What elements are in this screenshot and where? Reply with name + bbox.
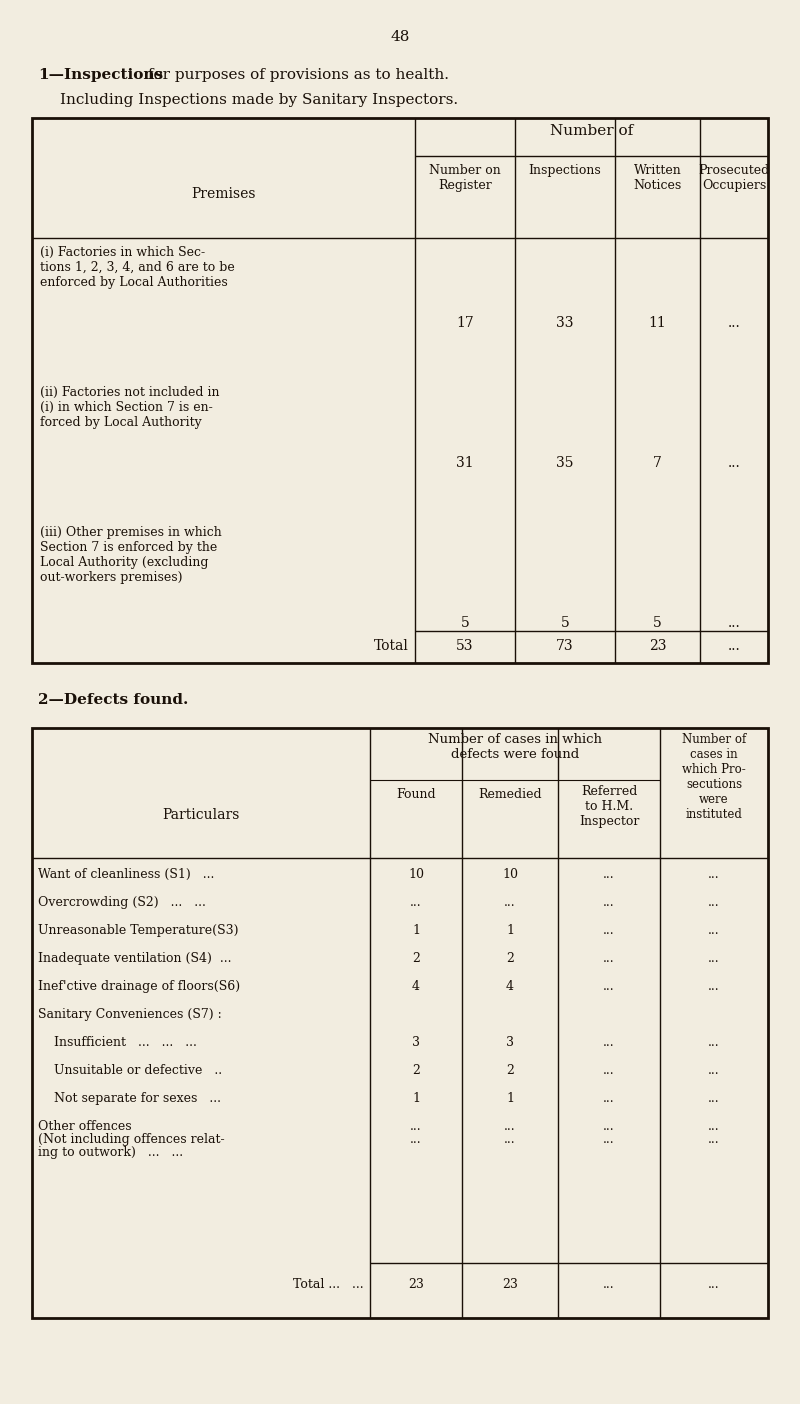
- Text: 17: 17: [456, 316, 474, 330]
- Text: 4: 4: [506, 980, 514, 993]
- Text: 53: 53: [456, 639, 474, 653]
- Text: Unsuitable or defective   ..: Unsuitable or defective ..: [54, 1064, 222, 1077]
- Text: Prosecuted
Occupiers: Prosecuted Occupiers: [698, 164, 770, 192]
- Text: Number on
Register: Number on Register: [429, 164, 501, 192]
- Text: Inef'ctive drainage of floors(S6): Inef'ctive drainage of floors(S6): [38, 980, 240, 993]
- Text: Including Inspections made by Sanitary Inspectors.: Including Inspections made by Sanitary I…: [60, 93, 458, 107]
- Text: ...: ...: [603, 896, 615, 908]
- Text: ...: ...: [603, 924, 615, 936]
- Text: 2: 2: [506, 952, 514, 965]
- Text: ...: ...: [603, 868, 615, 880]
- Text: ...: ...: [708, 924, 720, 936]
- Text: ...: ...: [708, 980, 720, 993]
- Text: Referred
to H.M.
Inspector: Referred to H.M. Inspector: [579, 785, 639, 828]
- Text: ...: ...: [708, 1092, 720, 1105]
- Text: Found: Found: [396, 788, 436, 802]
- Text: Premises: Premises: [191, 187, 256, 201]
- Text: ...: ...: [410, 1120, 422, 1133]
- Text: 4: 4: [412, 980, 420, 993]
- Text: Insufficient   ...   ...   ...: Insufficient ... ... ...: [54, 1036, 197, 1049]
- Text: 7: 7: [653, 456, 662, 470]
- Text: 10: 10: [502, 868, 518, 880]
- Text: Want of cleanliness (S1)   ...: Want of cleanliness (S1) ...: [38, 868, 214, 880]
- Text: 5: 5: [461, 616, 470, 630]
- Text: ...: ...: [603, 952, 615, 965]
- Text: 1: 1: [506, 1092, 514, 1105]
- Text: ...: ...: [708, 868, 720, 880]
- Text: ...: ...: [708, 1036, 720, 1049]
- Text: ...: ...: [708, 1120, 720, 1133]
- Text: 2—Defects found.: 2—Defects found.: [38, 694, 188, 708]
- Text: Sanitary Conveniences (S7) :: Sanitary Conveniences (S7) :: [38, 1008, 222, 1021]
- Text: ...: ...: [603, 1036, 615, 1049]
- Text: ing to outwork)   ...   ...: ing to outwork) ... ...: [38, 1146, 183, 1158]
- Text: ...: ...: [603, 1278, 615, 1292]
- Text: ...: ...: [603, 1120, 615, 1133]
- Text: 11: 11: [649, 316, 666, 330]
- Text: ...: ...: [708, 1278, 720, 1292]
- Text: Remedied: Remedied: [478, 788, 542, 802]
- Text: (i) Factories in which Sec-
tions 1, 2, 3, 4, and 6 are to be
enforced by Local : (i) Factories in which Sec- tions 1, 2, …: [40, 246, 234, 289]
- Text: Total: Total: [374, 639, 409, 653]
- Text: Unreasonable Temperature(S3): Unreasonable Temperature(S3): [38, 924, 238, 936]
- Bar: [32, 118, 768, 663]
- Text: ...: ...: [728, 316, 740, 330]
- Text: ...: ...: [708, 1133, 720, 1146]
- Text: (ii) Factories not included in
(i) in which Section 7 is en-
forced by Local Aut: (ii) Factories not included in (i) in wh…: [40, 386, 219, 430]
- Text: Overcrowding (S2)   ...   ...: Overcrowding (S2) ... ...: [38, 896, 206, 908]
- Text: 73: 73: [556, 639, 574, 653]
- Text: Inadequate ventilation (S4)  ...: Inadequate ventilation (S4) ...: [38, 952, 231, 965]
- Text: 5: 5: [653, 616, 662, 630]
- Text: Number of
cases in
which Pro-
secutions
were
instituted: Number of cases in which Pro- secutions …: [682, 733, 746, 821]
- Text: 23: 23: [502, 1278, 518, 1292]
- Text: Written
Notices: Written Notices: [634, 164, 682, 192]
- Text: 23: 23: [649, 639, 666, 653]
- Text: ...: ...: [410, 1133, 422, 1146]
- Text: ...: ...: [728, 616, 740, 630]
- Text: ...: ...: [603, 980, 615, 993]
- Text: ...: ...: [504, 896, 516, 908]
- Text: ...: ...: [410, 896, 422, 908]
- Text: ...: ...: [504, 1120, 516, 1133]
- Text: Total ...   ...: Total ... ...: [294, 1278, 364, 1292]
- Text: 1: 1: [412, 1092, 420, 1105]
- Text: Particulars: Particulars: [162, 807, 240, 821]
- Text: ...: ...: [728, 639, 740, 653]
- Text: 3: 3: [506, 1036, 514, 1049]
- Text: 3: 3: [412, 1036, 420, 1049]
- Text: Inspections: Inspections: [529, 164, 602, 177]
- Text: ...: ...: [603, 1092, 615, 1105]
- Text: 48: 48: [390, 29, 410, 44]
- Text: 35: 35: [556, 456, 574, 470]
- Text: for purposes of provisions as to health.: for purposes of provisions as to health.: [143, 67, 449, 81]
- Text: 33: 33: [556, 316, 574, 330]
- Text: Other offences: Other offences: [38, 1120, 132, 1133]
- Text: ...: ...: [708, 952, 720, 965]
- Text: 2: 2: [412, 1064, 420, 1077]
- Text: ...: ...: [708, 1064, 720, 1077]
- Text: Not separate for sexes   ...: Not separate for sexes ...: [54, 1092, 221, 1105]
- Text: 1: 1: [506, 924, 514, 936]
- Text: 5: 5: [561, 616, 570, 630]
- Text: 31: 31: [456, 456, 474, 470]
- Text: ...: ...: [504, 1133, 516, 1146]
- Text: 1: 1: [412, 924, 420, 936]
- Text: 2: 2: [506, 1064, 514, 1077]
- Text: ...: ...: [603, 1064, 615, 1077]
- Bar: [32, 729, 768, 1318]
- Text: 10: 10: [408, 868, 424, 880]
- Text: Number of: Number of: [550, 124, 633, 138]
- Text: ...: ...: [728, 456, 740, 470]
- Text: (Not including offences relat-: (Not including offences relat-: [38, 1133, 225, 1146]
- Text: (iii) Other premises in which
Section 7 is enforced by the
Local Authority (excl: (iii) Other premises in which Section 7 …: [40, 526, 222, 584]
- Text: 23: 23: [408, 1278, 424, 1292]
- Text: 2: 2: [412, 952, 420, 965]
- Text: 1—Inspections: 1—Inspections: [38, 67, 163, 81]
- Text: ...: ...: [708, 896, 720, 908]
- Text: ...: ...: [603, 1133, 615, 1146]
- Text: Number of cases in which
defects were found: Number of cases in which defects were fo…: [428, 733, 602, 761]
